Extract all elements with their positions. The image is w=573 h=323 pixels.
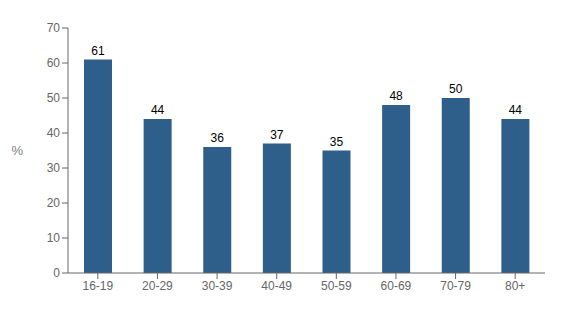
svg-text:36: 36 xyxy=(211,131,225,145)
svg-text:70: 70 xyxy=(47,21,61,35)
svg-text:50: 50 xyxy=(47,91,61,105)
svg-text:40-49: 40-49 xyxy=(261,279,292,293)
svg-text:16-19: 16-19 xyxy=(82,279,113,293)
svg-text:10: 10 xyxy=(47,231,61,245)
svg-text:30: 30 xyxy=(47,161,61,175)
svg-text:50: 50 xyxy=(449,82,463,96)
svg-text:20-29: 20-29 xyxy=(142,279,173,293)
svg-text:%: % xyxy=(11,143,23,158)
svg-text:61: 61 xyxy=(91,44,105,58)
svg-text:30-39: 30-39 xyxy=(202,279,233,293)
svg-text:80+: 80+ xyxy=(505,279,525,293)
svg-text:70-79: 70-79 xyxy=(440,279,471,293)
svg-text:20: 20 xyxy=(47,196,61,210)
svg-text:35: 35 xyxy=(330,135,344,149)
svg-text:0: 0 xyxy=(53,266,60,280)
svg-text:50-59: 50-59 xyxy=(321,279,352,293)
svg-text:37: 37 xyxy=(270,128,284,142)
svg-text:60-69: 60-69 xyxy=(381,279,412,293)
svg-text:44: 44 xyxy=(509,103,523,117)
svg-text:48: 48 xyxy=(389,89,403,103)
svg-text:40: 40 xyxy=(47,126,61,140)
svg-text:44: 44 xyxy=(151,103,165,117)
svg-text:60: 60 xyxy=(47,56,61,70)
